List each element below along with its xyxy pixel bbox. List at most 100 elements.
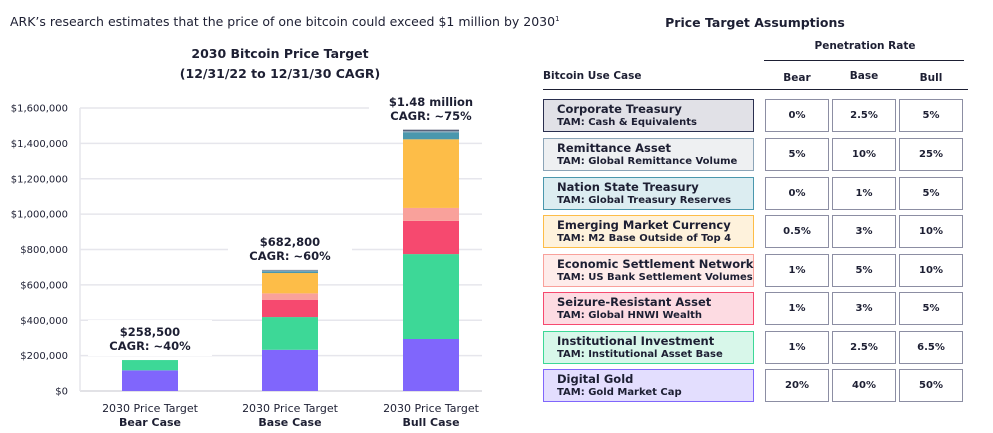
- rate-cell-bull: 6.5%: [899, 331, 963, 364]
- bar-segment: [403, 207, 459, 221]
- y-tick-label: $1,000,000: [11, 210, 68, 221]
- y-tick-label: $0: [55, 387, 68, 398]
- use-case-name: Digital Gold: [557, 372, 634, 386]
- y-tick-label: $400,000: [20, 316, 68, 327]
- footnote-marker: 1: [555, 14, 560, 23]
- bar-segment: [403, 220, 459, 255]
- intro-text: ARK’s research estimates that the price …: [10, 14, 560, 29]
- bar-segment: [403, 130, 459, 133]
- bar-cagr-label: CAGR: ~40%: [109, 339, 191, 353]
- x-tick-case: Bull Case: [402, 416, 459, 429]
- rate-cell-base: 3%: [832, 215, 896, 248]
- use-case-tam: TAM: Cash & Equivalents: [557, 117, 697, 128]
- use-case-tam: TAM: Institutional Asset Base: [557, 349, 723, 360]
- bar-label-background: [88, 320, 212, 357]
- use-case-tam: TAM: Global Remittance Volume: [557, 156, 738, 167]
- x-tick-case: Base Case: [258, 416, 321, 429]
- rate-cell-base: 10%: [832, 138, 896, 171]
- use-case-name: Remittance Asset: [557, 141, 672, 155]
- use-case-tam: TAM: US Bank Settlement Volumes: [557, 272, 753, 283]
- rate-cell-bear: 0%: [765, 177, 829, 210]
- bar-segment: [403, 132, 459, 140]
- bar-value-label: $1.48 million: [389, 95, 473, 109]
- rate-cell-bull: 5%: [899, 177, 963, 210]
- rate-cell-bear: 5%: [765, 138, 829, 171]
- use-case-cell: Institutional Investment TAM: Institution…: [543, 331, 754, 364]
- bar-segment: [122, 360, 178, 371]
- use-case-header: Bitcoin Use Case: [543, 70, 642, 82]
- rate-cell-base: 1%: [832, 177, 896, 210]
- rate-cell-bull: 10%: [899, 254, 963, 287]
- use-case-cell: Corporate Treasury TAM: Cash & Equivalent…: [543, 99, 754, 132]
- chart-title: 2030 Bitcoin Price Target: [191, 46, 369, 61]
- bar-value-label: $682,800: [260, 235, 320, 249]
- bar-value-label: $258,500: [120, 325, 180, 339]
- use-case-cell: Economic Settlement Network TAM: US Bank …: [543, 254, 754, 287]
- bar-segment: [403, 338, 459, 391]
- rate-cell-bear: 0.5%: [765, 215, 829, 248]
- use-case-cell: Digital Gold TAM: Gold Market Cap: [543, 369, 754, 402]
- divider: [543, 89, 968, 90]
- bar-segment: [262, 273, 318, 294]
- rate-cell-base: 5%: [832, 254, 896, 287]
- col-header-base: Base: [849, 70, 879, 82]
- x-tick-label: 2030 Price Target: [242, 402, 339, 415]
- y-tick-label: $1,400,000: [11, 139, 68, 150]
- rate-cell-bear: 20%: [765, 369, 829, 402]
- bar-segment: [122, 370, 178, 391]
- use-case-name: Seizure-Resistant Asset: [557, 295, 712, 309]
- use-case-cell: Seizure-Resistant Asset TAM: Global HNWI …: [543, 292, 754, 325]
- rate-cell-bull: 5%: [899, 99, 963, 132]
- divider: [764, 60, 964, 61]
- use-case-tam: TAM: M2 Base Outside of Top 4: [557, 233, 732, 244]
- rate-cell-base: 3%: [832, 292, 896, 325]
- y-tick-label: $1,200,000: [11, 174, 68, 185]
- x-tick-label: 2030 Price Target: [383, 402, 480, 415]
- use-case-tam: TAM: Gold Market Cap: [557, 387, 682, 398]
- bar-cagr-label: CAGR: ~75%: [390, 109, 472, 123]
- bar-label-background: [228, 229, 352, 266]
- bar-segment: [403, 129, 459, 131]
- bar-segment: [262, 317, 318, 350]
- rate-cell-bull: 5%: [899, 292, 963, 325]
- rate-cell-bear: 1%: [765, 331, 829, 364]
- use-case-name: Emerging Market Currency: [557, 218, 731, 232]
- bar-label-background: [369, 89, 493, 126]
- bar-segment: [403, 139, 459, 208]
- bar-segment: [262, 349, 318, 391]
- bar-segment: [262, 271, 318, 274]
- bar-segment: [403, 254, 459, 339]
- rate-cell-bear: 1%: [765, 254, 829, 287]
- penetration-rate-header: Penetration Rate: [814, 40, 916, 52]
- y-tick-label: $200,000: [20, 351, 68, 362]
- rate-cell-bull: 25%: [899, 138, 963, 171]
- table-title: Price Target Assumptions: [665, 15, 845, 30]
- use-case-tam: TAM: Global HNWI Wealth: [557, 310, 703, 321]
- x-tick-case: Bear Case: [119, 416, 181, 429]
- x-tick-label: 2030 Price Target: [102, 402, 199, 415]
- use-case-cell: Nation State Treasury TAM: Global Treasur…: [543, 177, 754, 210]
- intro-sentence: ARK’s research estimates that the price …: [10, 14, 556, 29]
- use-case-name: Economic Settlement Network: [557, 257, 754, 271]
- use-case-name: Institutional Investment: [557, 334, 715, 348]
- bar-segment: [262, 299, 318, 318]
- col-header-bear: Bear: [783, 72, 811, 84]
- rate-cell-bull: 50%: [899, 369, 963, 402]
- col-header-bull: Bull: [919, 72, 943, 84]
- use-case-tam: TAM: Global Treasury Reserves: [557, 195, 732, 206]
- rate-cell-base: 2.5%: [832, 99, 896, 132]
- bar-cagr-label: CAGR: ~60%: [249, 249, 331, 263]
- y-tick-label: $1,600,000: [11, 104, 68, 115]
- rate-cell-bear: 0%: [765, 99, 829, 132]
- y-tick-label: $600,000: [20, 280, 68, 291]
- bar-segment: [262, 293, 318, 300]
- bar-segment: [262, 270, 318, 272]
- y-tick-label: $800,000: [20, 245, 68, 256]
- rate-cell-base: 40%: [832, 369, 896, 402]
- chart-subtitle: (12/31/22 to 12/31/30 CAGR): [179, 66, 381, 81]
- rate-cell-bull: 10%: [899, 215, 963, 248]
- use-case-name: Nation State Treasury: [557, 180, 699, 194]
- use-case-cell: Emerging Market Currency TAM: M2 Base Out…: [543, 215, 754, 248]
- rate-cell-base: 2.5%: [832, 331, 896, 364]
- use-case-cell: Remittance Asset TAM: Global Remittance V…: [543, 138, 754, 171]
